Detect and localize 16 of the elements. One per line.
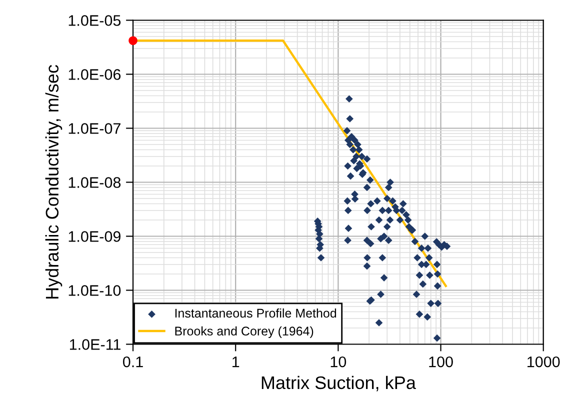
y-tick-label: 1.0E-10: [68, 285, 121, 296]
y-tick-label: 1.0E-06: [68, 69, 121, 80]
x-tick-label: 1000: [528, 356, 560, 368]
y-axis-title: Hydraulic Conductivity, m/sec: [45, 64, 62, 298]
y-tick-label: 1.0E-05: [68, 15, 121, 26]
legend-label: Instantaneous Profile Method: [175, 308, 336, 318]
x-tick-label: 100: [429, 356, 453, 368]
y-tick-label: 1.0E-11: [70, 339, 120, 350]
x-tick-label: 0.1: [122, 356, 143, 368]
x-tick-label: 10: [330, 356, 346, 368]
legend-label: Brooks and Corey (1964): [175, 326, 314, 338]
y-tick-label: 1.0E-08: [68, 177, 121, 188]
y-tick-label: 1.0E-07: [68, 123, 120, 134]
y-tick-label: 1.0E-09: [68, 231, 120, 242]
x-tick-label: 1: [232, 356, 240, 368]
x-axis-title: Matrix Suction, kPa: [262, 376, 416, 392]
